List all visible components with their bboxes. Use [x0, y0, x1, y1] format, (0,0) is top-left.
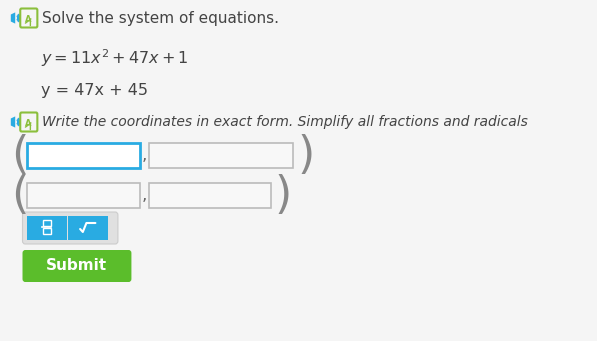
Text: ): ): [297, 134, 315, 177]
Text: Write the coordinates in exact form. Simplify all fractions and radicals: Write the coordinates in exact form. Sim…: [42, 115, 528, 129]
Text: ,: ,: [141, 147, 147, 164]
FancyBboxPatch shape: [23, 250, 131, 282]
FancyBboxPatch shape: [149, 183, 271, 208]
Text: Solve the system of equations.: Solve the system of equations.: [42, 11, 279, 26]
FancyBboxPatch shape: [69, 216, 108, 240]
Text: y = 47x + 45: y = 47x + 45: [41, 84, 147, 99]
FancyBboxPatch shape: [27, 216, 67, 240]
FancyBboxPatch shape: [23, 212, 118, 244]
FancyBboxPatch shape: [0, 0, 537, 341]
Text: A: A: [24, 15, 31, 24]
Polygon shape: [11, 116, 15, 128]
Text: (: (: [11, 134, 29, 177]
Text: ,: ,: [141, 187, 147, 205]
Text: $y = 11x^2 + 47x + 1$: $y = 11x^2 + 47x + 1$: [41, 47, 188, 69]
Text: ): ): [275, 174, 292, 217]
Polygon shape: [11, 12, 15, 24]
FancyBboxPatch shape: [27, 143, 140, 168]
FancyBboxPatch shape: [149, 143, 294, 168]
Text: (: (: [11, 174, 29, 217]
FancyBboxPatch shape: [27, 183, 140, 208]
Text: A: A: [24, 119, 31, 128]
Text: Submit: Submit: [46, 258, 107, 273]
